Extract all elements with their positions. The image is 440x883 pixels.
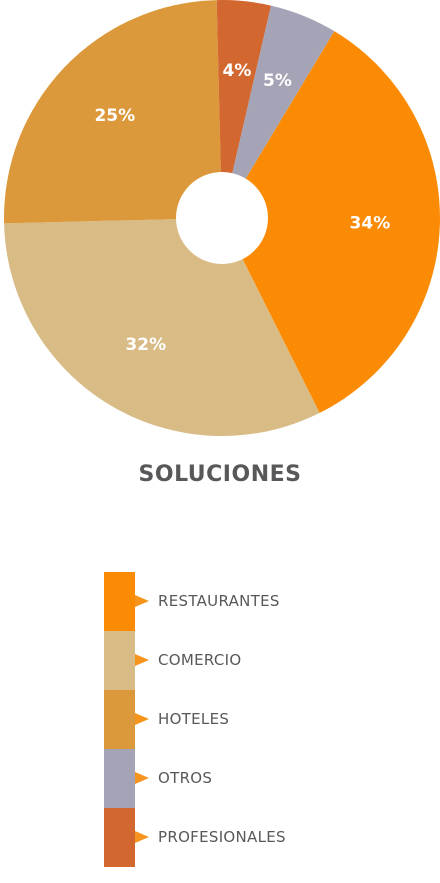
slice-label-restaurantes: 34% — [350, 214, 391, 234]
legend-item-otros: OTROS — [104, 749, 404, 808]
pie-slice-otros — [222, 5, 335, 218]
legend-item-profesionales: PROFESIONALES — [104, 808, 404, 867]
legend-swatch — [104, 631, 135, 690]
pie-slice-comercio — [4, 218, 320, 437]
legend-pointer-icon — [135, 654, 149, 666]
legend-label: RESTAURANTES — [158, 592, 280, 610]
pie-center-hole — [176, 172, 268, 264]
slice-label-otros: 5% — [263, 71, 292, 91]
legend-pointer-icon — [135, 831, 149, 843]
pie-slice-profesionales — [216, 0, 272, 219]
legend-swatch — [104, 690, 135, 749]
legend-pointer-icon — [135, 772, 149, 784]
legend-label: OTROS — [158, 769, 213, 787]
chart-title: SOLUCIONES — [138, 462, 302, 487]
slice-label-hoteles: 25% — [94, 106, 135, 126]
legend-swatch — [104, 572, 135, 631]
slice-label-comercio: 32% — [125, 335, 166, 355]
slice-label-profesionales: 4% — [223, 61, 252, 81]
pie-slice-hoteles — [3, 0, 222, 224]
legend-label: HOTELES — [158, 710, 230, 728]
legend: RESTAURANTES COMERCIO HOTELES OTROS PROFESIO… — [104, 572, 404, 867]
legend-item-hoteles: HOTELES — [104, 690, 404, 749]
pie-slice-restaurantes — [222, 31, 440, 413]
legend-swatch — [104, 808, 135, 867]
legend-item-restaurantes: RESTAURANTES — [104, 572, 404, 631]
legend-item-comercio: COMERCIO — [104, 631, 404, 690]
legend-swatch — [104, 749, 135, 808]
legend-label: COMERCIO — [158, 651, 242, 669]
legend-pointer-icon — [135, 595, 149, 607]
legend-label: PROFESIONALES — [158, 828, 286, 846]
pie-chart: 34% 32% 25% 4% 5% — [3, 0, 440, 437]
legend-pointer-icon — [135, 713, 149, 725]
